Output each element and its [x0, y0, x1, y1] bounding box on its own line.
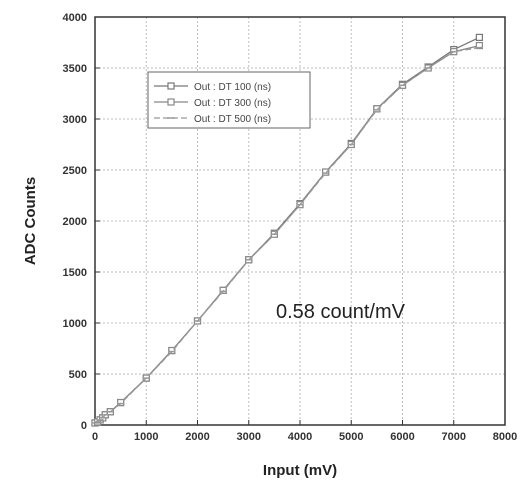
y-axis-title: ADC Counts [22, 177, 39, 265]
legend-marker-1 [167, 82, 175, 90]
y-tick-label: 0 [81, 420, 87, 432]
x-tick-label: 7000 [442, 431, 466, 443]
data-point-s2 [475, 41, 483, 50]
data-point-s2 [373, 105, 381, 113]
x-tick-label: 4000 [288, 431, 312, 443]
y-tick-label: 3000 [63, 114, 87, 126]
legend-marker-2 [167, 98, 175, 106]
x-tick-label: 1000 [134, 431, 158, 443]
x-tick-label: 6000 [390, 431, 414, 443]
x-tick-label: 8000 [493, 431, 517, 443]
data-point-s2 [117, 398, 125, 407]
slope-annotation: 0.58 count/mV [276, 301, 406, 323]
y-tick-label: 500 [69, 369, 87, 381]
data-point-s1 [475, 33, 483, 42]
y-tick-label: 3500 [63, 63, 87, 75]
y-tick-label: 2000 [63, 216, 87, 228]
legend-label-1: Out : DT 100 (ns) [194, 82, 271, 93]
x-tick-label: 0 [92, 431, 98, 443]
legend-label-3: Out : DT 500 (ns) [194, 114, 271, 125]
x-tick-label: 2000 [185, 431, 209, 443]
y-tick-label: 4000 [63, 12, 87, 24]
x-tick-label: 5000 [339, 431, 363, 443]
y-tick-label: 1500 [63, 267, 87, 279]
legend-label-2: Out : DT 300 (ns) [194, 98, 271, 109]
data-point-s2 [168, 346, 176, 355]
data-point-s2 [322, 168, 330, 176]
x-tick-label: 3000 [237, 431, 261, 443]
y-tick-label: 1000 [63, 318, 87, 330]
x-axis-title: Input (mV) [263, 462, 337, 479]
y-tick-label: 2500 [63, 165, 87, 177]
